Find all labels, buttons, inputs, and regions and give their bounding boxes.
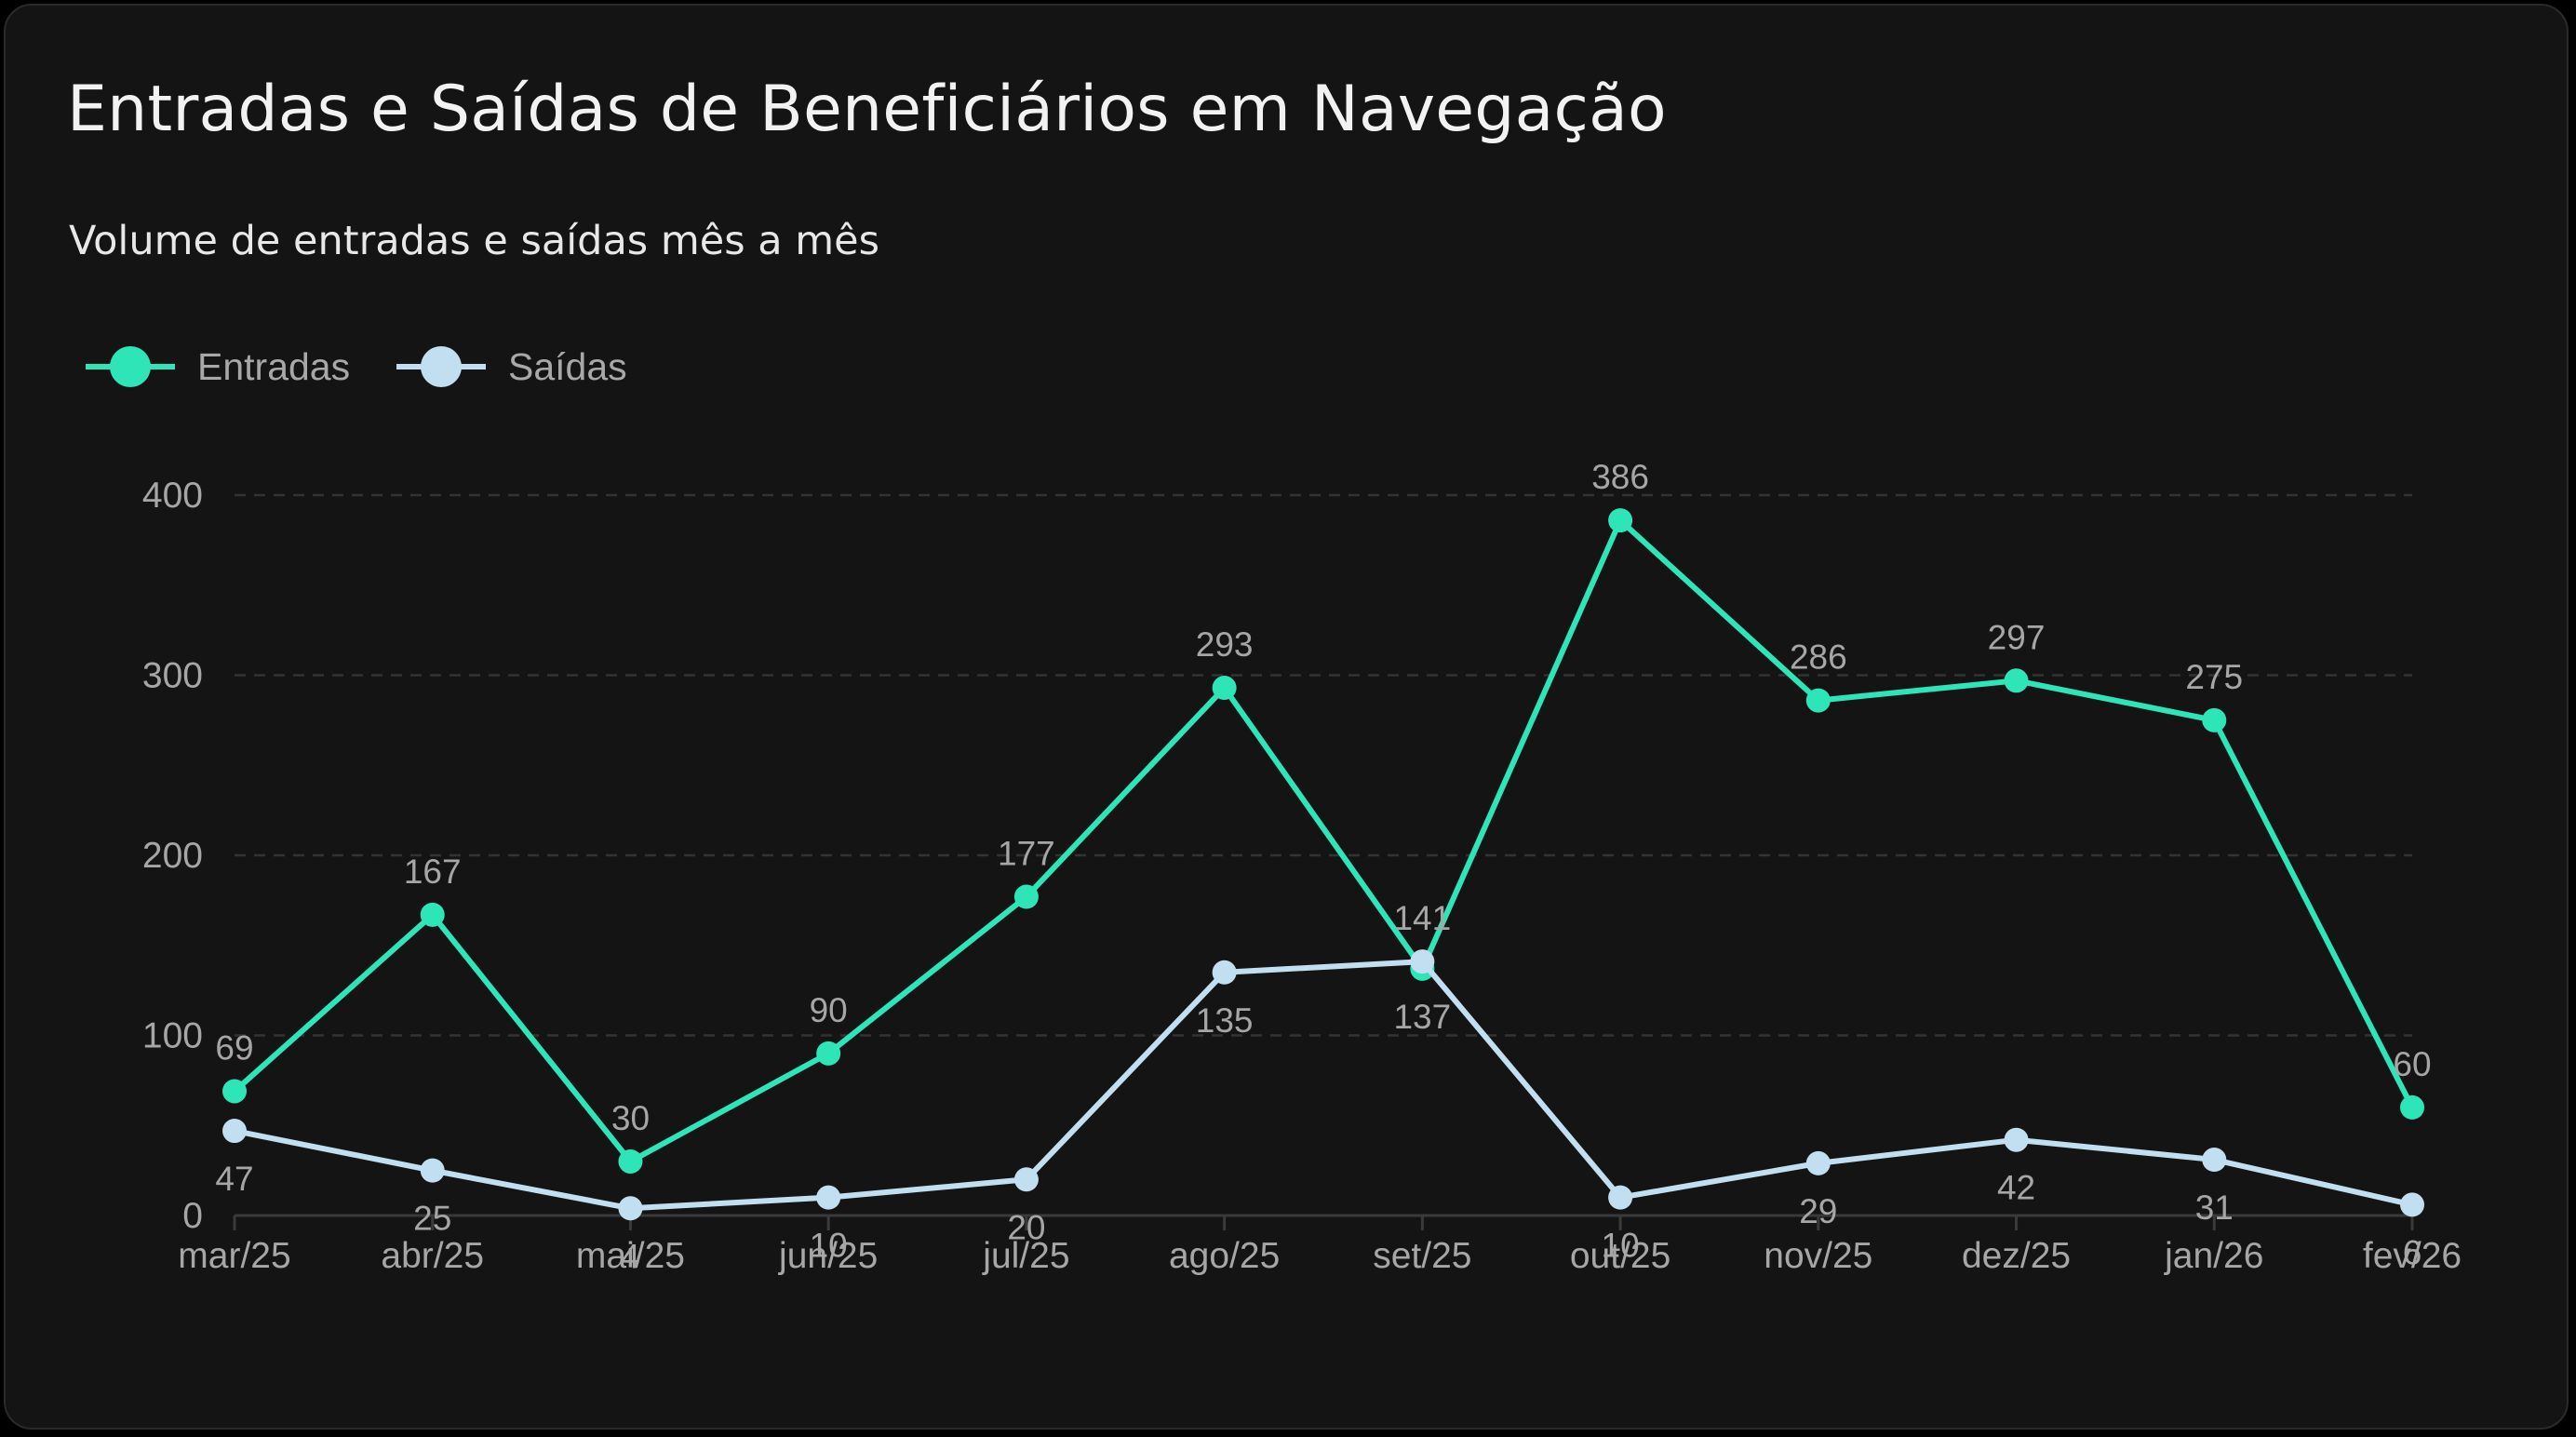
data-point — [618, 1196, 643, 1221]
data-point — [1608, 508, 1633, 533]
y-tick-label: 400 — [142, 476, 203, 516]
x-tick-label: abr/25 — [381, 1236, 484, 1276]
x-tick-label: jun/25 — [778, 1236, 878, 1276]
y-tick-label: 300 — [142, 656, 203, 696]
x-tick-label: mar/25 — [178, 1236, 290, 1276]
x-tick-label: ago/25 — [1169, 1236, 1280, 1276]
y-tick-label: 200 — [142, 836, 203, 876]
x-tick-label: fev/26 — [2363, 1236, 2462, 1276]
y-axis: 0 100 200 300 400 — [142, 476, 203, 1236]
data-label: 141 — [1393, 899, 1451, 937]
data-point — [2400, 1192, 2424, 1217]
data-label: 293 — [1196, 625, 1254, 664]
data-point — [816, 1185, 841, 1210]
x-tick-label: out/25 — [1570, 1236, 1670, 1276]
data-label: 20 — [1007, 1208, 1045, 1246]
data-point — [2202, 1148, 2227, 1173]
data-point — [222, 1079, 247, 1104]
y-tick-label: 0 — [182, 1196, 203, 1236]
data-point — [618, 1148, 643, 1174]
data-label: 4 — [621, 1237, 640, 1275]
data-label: 137 — [1393, 998, 1451, 1036]
data-label: 6 — [2403, 1233, 2422, 1271]
grid — [235, 493, 2412, 1037]
x-tick-label: jan/26 — [2164, 1236, 2263, 1276]
data-point — [2400, 1095, 2424, 1120]
data-label: 135 — [1196, 1001, 1254, 1040]
series-saídas — [222, 949, 2424, 1221]
data-label: 30 — [611, 1099, 650, 1137]
x-axis: mar/25 abr/25 mai/25 jun/25 jul/25 ago/25 set/… — [178, 1214, 2462, 1276]
x-tick-label: jul/25 — [982, 1236, 1069, 1276]
x-tick-label: dez/25 — [1962, 1236, 2071, 1276]
x-tick-label: mai/25 — [576, 1236, 685, 1276]
data-point — [2004, 668, 2029, 693]
series-line — [233, 517, 2415, 1164]
data-label: 10 — [810, 1227, 848, 1265]
data-label: 286 — [1790, 638, 1847, 677]
x-tick-label: set/25 — [1373, 1236, 1471, 1276]
data-point — [222, 1119, 247, 1144]
chart-card: Entradas e Saídas de Beneficiários em Na… — [4, 4, 2569, 1430]
data-label: 69 — [215, 1028, 253, 1067]
series-entradas — [222, 508, 2424, 1174]
legend: Entradas Saídas — [86, 345, 627, 388]
chart-title: Entradas e Saídas de Beneficiários em Na… — [67, 73, 1667, 146]
y-tick-label: 100 — [142, 1016, 203, 1056]
data-point — [1805, 688, 1831, 713]
data-point — [816, 1041, 841, 1066]
data-label: 177 — [998, 835, 1055, 873]
data-point — [2004, 1127, 2029, 1152]
data-point — [1608, 1185, 1633, 1210]
data-point — [1805, 1150, 1831, 1175]
data-label: 167 — [404, 853, 462, 891]
legend-marker — [110, 346, 151, 387]
data-label: 297 — [1988, 618, 2046, 656]
data-point — [420, 1158, 445, 1183]
data-point — [1410, 949, 1435, 974]
legend-label: Entradas — [197, 345, 350, 388]
series-line — [234, 959, 2413, 1212]
data-label: 386 — [1591, 458, 1649, 496]
data-point — [420, 902, 445, 927]
data-point — [1212, 676, 1237, 701]
data-label: 10 — [1602, 1227, 1640, 1265]
chart-subtitle: Volume de entradas e saídas mês a mês — [69, 218, 880, 264]
series-group: 69 167 30 90 177 293 137 386 286 297 275 60 47 25 4 10 2… — [215, 458, 2431, 1275]
data-point — [1212, 960, 1237, 985]
data-point — [1013, 884, 1039, 909]
data-label: 275 — [2185, 658, 2243, 696]
legend-label: Saídas — [508, 345, 627, 388]
data-label: 90 — [810, 991, 848, 1029]
data-point — [2202, 707, 2227, 732]
data-label: 47 — [215, 1160, 253, 1198]
data-label: 60 — [2393, 1045, 2431, 1083]
legend-marker — [421, 346, 462, 387]
data-label: 25 — [413, 1200, 451, 1238]
data-label: 31 — [2195, 1189, 2234, 1227]
x-tick-label: nov/25 — [1764, 1236, 1872, 1276]
data-label: 42 — [1997, 1169, 2035, 1207]
data-point — [1013, 1167, 1039, 1192]
data-label: 29 — [1799, 1192, 1837, 1230]
